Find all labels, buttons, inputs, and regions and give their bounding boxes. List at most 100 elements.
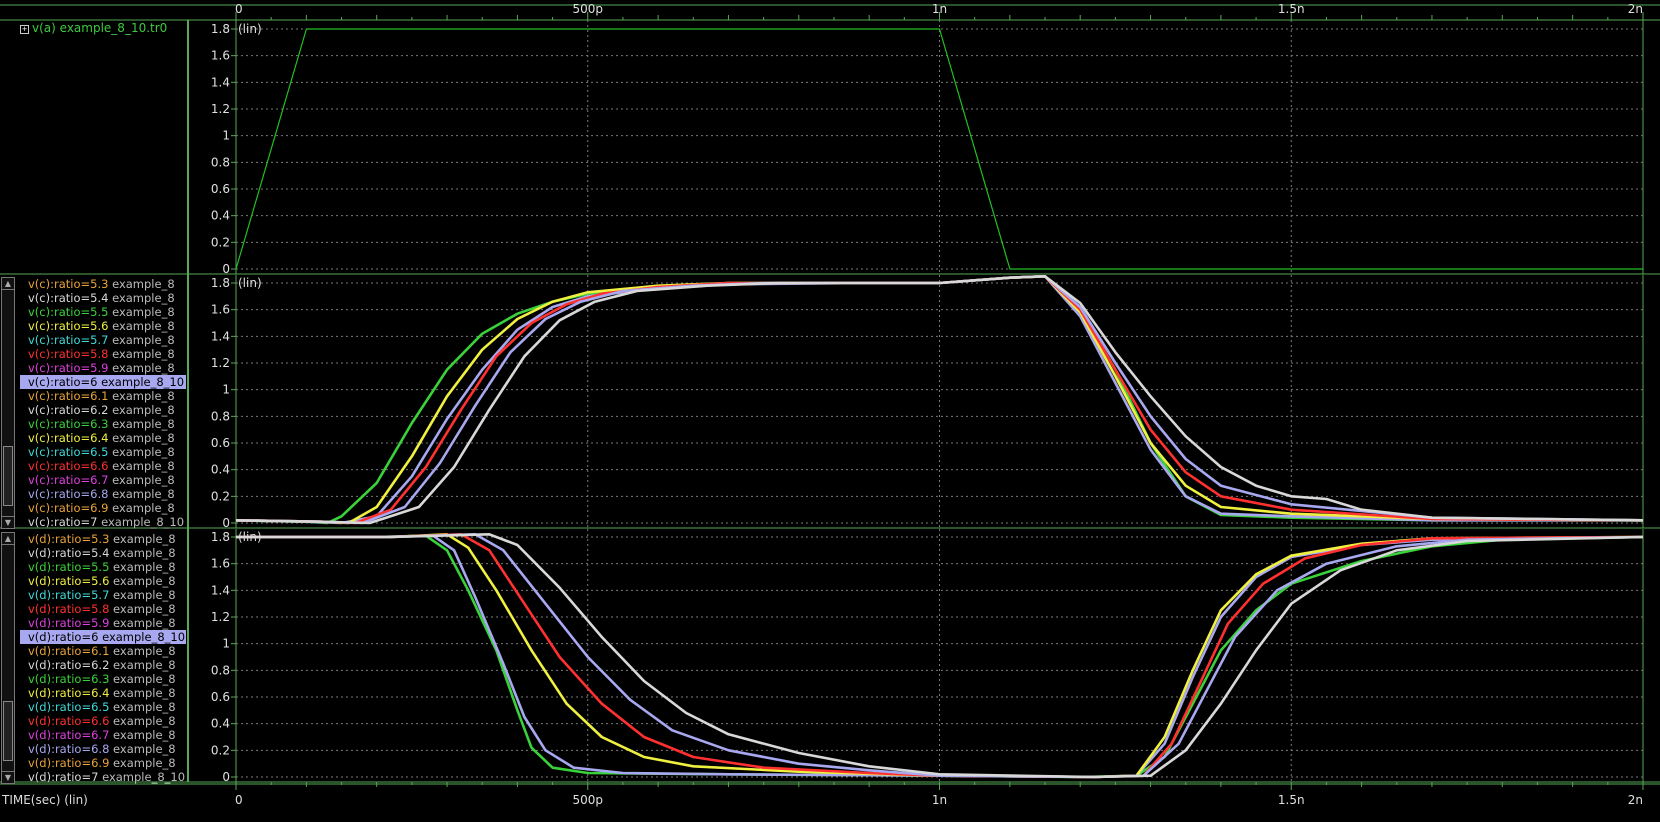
legend-item[interactable]: v(d):ratio=6.9 example_8 [20, 756, 186, 770]
scroll-thumb[interactable] [3, 701, 13, 761]
legend-label: v(c):ratio=5.6 [28, 319, 108, 333]
legend-suffix: example_8 [109, 672, 175, 686]
legend-item[interactable]: v(d):ratio=5.4 example_8 [20, 546, 186, 560]
legend-label: v(d):ratio=6.2 [28, 658, 109, 672]
legend-suffix: example_8 [108, 361, 174, 375]
legend-item[interactable]: v(d):ratio=5.3 example_8 [20, 532, 186, 546]
mid-legend-scrollbar[interactable]: ▲ ▼ [1, 277, 15, 529]
legend-label: v(d):ratio=6.7 [28, 728, 109, 742]
legend-item[interactable]: v(c):ratio=6.8 example_8 [20, 487, 186, 501]
y-tick-label: 1.6 [211, 303, 230, 317]
legend-item[interactable]: v(c):ratio=6.3 example_8 [20, 417, 186, 431]
legend-item[interactable]: v(c):ratio=5.6 example_8 [20, 319, 186, 333]
legend-label: v(c):ratio=6.4 [28, 431, 108, 445]
legend-label: v(d):ratio=5.7 [28, 588, 109, 602]
y-tick-label: 0.4 [211, 209, 230, 223]
legend-item[interactable]: v(c):ratio=5.4 example_8 [20, 291, 186, 305]
legend-item[interactable]: v(c):ratio=6.7 example_8 [20, 473, 186, 487]
legend-item[interactable]: v(d):ratio=5.6 example_8 [20, 574, 186, 588]
legend-label: v(c):ratio=5.5 [28, 305, 108, 319]
legend-item[interactable]: v(c):ratio=6.5 example_8 [20, 445, 186, 459]
x-tick-label: 0 [235, 793, 243, 807]
bot-legend-scrollbar[interactable]: ▲ ▼ [1, 532, 15, 784]
legend-item[interactable]: v(c):ratio=6.4 example_8 [20, 431, 186, 445]
y-tick-label: 1.4 [211, 583, 230, 597]
legend-label: v(d):ratio=5.8 [28, 602, 109, 616]
scroll-thumb[interactable] [3, 446, 13, 506]
scale-label: (lin) [238, 22, 262, 36]
legend-label: v(c):ratio=6.7 [28, 473, 108, 487]
legend-item[interactable]: v(d):ratio=6.7 example_8 [20, 728, 186, 742]
legend-label: v(c):ratio=6.9 [28, 501, 108, 515]
legend-item[interactable]: v(c):ratio=6.2 example_8 [20, 403, 186, 417]
legend-item[interactable]: v(d):ratio=5.7 example_8 [20, 588, 186, 602]
legend-item[interactable]: v(c):ratio=5.8 example_8 [20, 347, 186, 361]
y-tick-label: 0.4 [211, 463, 230, 477]
y-tick-label: 1.6 [211, 49, 230, 63]
legend-label: v(d):ratio=6.5 [28, 700, 109, 714]
top-panel-legend[interactable]: + v(a) example_8_10.tr0 [20, 21, 167, 35]
legend-label: v(c):ratio=6 [28, 375, 97, 389]
legend-item[interactable]: v(d):ratio=5.8 example_8 [20, 602, 186, 616]
legend-item[interactable]: v(d):ratio=6.3 example_8 [20, 672, 186, 686]
legend-item[interactable]: v(c):ratio=6.9 example_8 [20, 501, 186, 515]
legend-item[interactable]: v(d):ratio=6.8 example_8 [20, 742, 186, 756]
y-tick-label: 1.8 [211, 530, 230, 544]
legend-suffix: example_8 [109, 532, 175, 546]
legend-item[interactable]: v(c):ratio=7 example_8_10 [20, 515, 186, 529]
y-tick-label: 1.4 [211, 75, 230, 89]
scroll-down-icon[interactable]: ▼ [2, 516, 14, 528]
legend-item[interactable]: v(d):ratio=6.2 example_8 [20, 658, 186, 672]
expand-icon[interactable]: + [20, 25, 29, 34]
y-tick-label: 0.8 [211, 663, 230, 677]
y-tick-label: 0.8 [211, 409, 230, 423]
legend-item[interactable]: v(d):ratio=6.5 example_8 [20, 700, 186, 714]
scroll-down-icon[interactable]: ▼ [2, 771, 14, 783]
legend-item[interactable]: v(c):ratio=5.9 example_8 [20, 361, 186, 375]
legend-label: v(d):ratio=6.9 [28, 756, 109, 770]
legend-item[interactable]: v(d):ratio=6.1 example_8 [20, 644, 186, 658]
legend-label: v(c):ratio=5.9 [28, 361, 108, 375]
legend-item[interactable]: v(d):ratio=5.5 example_8 [20, 560, 186, 574]
x-axis-label: TIME(sec) (lin) [2, 793, 88, 807]
legend-label: v(c):ratio=6.2 [28, 403, 108, 417]
legend-suffix: example_8 [109, 588, 175, 602]
legend-item[interactable]: v(c):ratio=6.6 example_8 [20, 459, 186, 473]
x-tick-label: 1.5n [1278, 793, 1305, 807]
legend-label: v(d):ratio=5.3 [28, 532, 109, 546]
legend-item[interactable]: v(d):ratio=7 example_8_10 [20, 770, 186, 784]
legend-item[interactable]: v(c):ratio=6 example_8_10 [20, 375, 186, 389]
y-tick-label: 0.6 [211, 436, 230, 450]
legend-suffix: example_8 [109, 714, 175, 728]
legend-item[interactable]: v(d):ratio=6.6 example_8 [20, 714, 186, 728]
legend-label: v(d):ratio=5.6 [28, 574, 109, 588]
legend-label: v(c):ratio=6.8 [28, 487, 108, 501]
y-tick-label: 1.4 [211, 329, 230, 343]
legend-item[interactable]: v(d):ratio=6 example_8_10 [20, 630, 186, 644]
legend-label: v(d):ratio=5.9 [28, 616, 109, 630]
legend-item[interactable]: v(c):ratio=6.1 example_8 [20, 389, 186, 403]
legend-suffix: example_8 [109, 700, 175, 714]
y-tick-label: 1.2 [211, 356, 230, 370]
scroll-up-icon[interactable]: ▲ [2, 278, 14, 290]
y-tick-label: 1 [222, 637, 230, 651]
y-tick-label: 1.8 [211, 22, 230, 36]
legend-suffix: example_8 [108, 347, 174, 361]
legend-item[interactable]: v(c):ratio=5.7 example_8 [20, 333, 186, 347]
scroll-up-icon[interactable]: ▲ [2, 533, 14, 545]
x-tick-label: 0 [235, 2, 243, 16]
legend-label: v(c):ratio=5.3 [28, 277, 108, 291]
legend-item[interactable]: v(c):ratio=5.3 example_8 [20, 277, 186, 291]
legend-suffix: example_8 [108, 277, 174, 291]
legend-suffix: example_8_10 [97, 515, 184, 529]
y-tick-label: 0.8 [211, 155, 230, 169]
legend-suffix: example_8 [109, 686, 175, 700]
y-tick-label: 0.2 [211, 489, 230, 503]
legend-item[interactable]: v(d):ratio=5.9 example_8 [20, 616, 186, 630]
legend-suffix: example_8 [108, 403, 174, 417]
legend-suffix: example_8 [109, 560, 175, 574]
legend-item[interactable]: v(c):ratio=5.5 example_8 [20, 305, 186, 319]
x-tick-label: 500p [572, 793, 603, 807]
legend-item[interactable]: v(d):ratio=6.4 example_8 [20, 686, 186, 700]
